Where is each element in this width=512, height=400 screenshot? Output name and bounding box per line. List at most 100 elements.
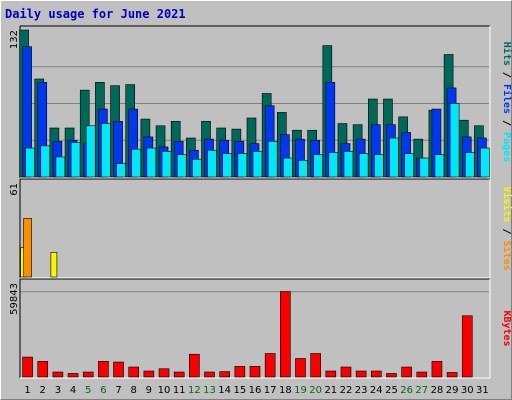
kbytes-bar [234, 366, 246, 378]
hits-files-pages-axis-label: Hits / Files / Pages [501, 42, 512, 162]
kbytes-bar [82, 371, 94, 378]
pages-bar [373, 154, 384, 178]
kbytes-bar [310, 353, 321, 378]
kbytes-bar [370, 370, 382, 378]
kbytes-max-label: 59843 [9, 283, 20, 315]
day-label-1: 1 [24, 385, 30, 396]
day-label-10: 10 [158, 385, 171, 396]
day-label-18: 18 [279, 385, 292, 396]
pages-bar [404, 153, 414, 178]
day-label-5: 5 [85, 385, 91, 396]
pages-bar [207, 149, 217, 178]
pages-bar [85, 125, 96, 178]
day-label-26: 26 [400, 385, 413, 396]
pages-bar [267, 141, 278, 178]
pages-bar [313, 154, 323, 178]
visits-sites-plot-area [20, 179, 490, 278]
pages-bar [283, 157, 293, 178]
axis-label-part: Visits [501, 186, 512, 222]
pages-bar [161, 151, 172, 178]
axis-label-part: / [501, 66, 512, 84]
kbytes-bar [113, 361, 124, 378]
kbytes-axis-label: KBytes [501, 310, 512, 346]
day-label-9: 9 [146, 385, 152, 396]
pages-bar [252, 151, 263, 178]
pages-bar [222, 153, 232, 178]
pages-bar [55, 156, 66, 178]
day-label-20: 20 [309, 385, 322, 396]
hits-files-pages-max-label: 132 [9, 30, 20, 49]
kbytes-bar [431, 361, 443, 378]
pages-bar [328, 152, 339, 178]
day-label-2: 2 [40, 385, 46, 396]
pages-bar [237, 153, 248, 178]
visits-sites-panel: 61 Visits / Sites [9, 178, 512, 279]
pages-bar [192, 158, 202, 178]
kbytes-bar [249, 366, 261, 378]
visits-bar [50, 252, 58, 278]
day-label-16: 16 [249, 385, 262, 396]
day-label-19: 19 [294, 385, 307, 396]
pages-bar [40, 145, 51, 178]
day-label-25: 25 [385, 385, 398, 396]
pages-bar [343, 151, 354, 178]
kbytes-bar [22, 356, 33, 378]
kbytes-bar [173, 371, 185, 378]
day-label-30: 30 [461, 385, 474, 396]
axis-label-part: / [501, 222, 512, 240]
day-label-22: 22 [340, 385, 353, 396]
day-label-31: 31 [476, 385, 489, 396]
day-label-24: 24 [370, 385, 383, 396]
pages-bar [70, 142, 81, 178]
kbytes-bar [52, 371, 64, 378]
kbytes-bar [189, 353, 200, 378]
kbytes-bar [401, 366, 412, 378]
axis-label-part: Pages [501, 132, 512, 162]
day-label-14: 14 [218, 385, 231, 396]
kbytes-bar [37, 361, 49, 378]
day-label-13: 13 [203, 385, 216, 396]
kbytes-bar [386, 373, 397, 378]
pages-bar [434, 154, 445, 178]
pages-bar [25, 147, 35, 178]
day-label-27: 27 [415, 385, 428, 396]
kbytes-bar [264, 353, 276, 378]
pages-bar [101, 123, 111, 178]
kbytes-bar [67, 373, 79, 378]
pages-bar [131, 148, 142, 178]
visits-sites-axis-label: Visits / Sites [501, 186, 512, 270]
kbytes-bar [98, 361, 109, 378]
day-label-3: 3 [55, 385, 61, 396]
day-label-12: 12 [188, 385, 201, 396]
day-label-11: 11 [173, 385, 186, 396]
axis-label-part: Hits [501, 42, 512, 66]
day-label-4: 4 [70, 385, 76, 396]
visits-sites-max-label: 61 [9, 183, 20, 196]
kbytes-bar [204, 371, 215, 378]
hits-files-pages-panel: 132 Hits / Files / Pages [9, 25, 512, 179]
kbytes-bar [416, 371, 428, 378]
kbytes-plot-area [20, 279, 490, 378]
pages-bar [116, 163, 126, 178]
pages-bar [389, 137, 399, 178]
day-label-17: 17 [264, 385, 277, 396]
kbytes-bar [128, 366, 140, 378]
kbytes-bar [158, 368, 170, 378]
kbytes-bar [340, 366, 352, 378]
sites-bar [23, 218, 32, 278]
kbytes-panel: 59843 KBytes [9, 278, 512, 379]
axis-label-part: Files [501, 84, 512, 114]
day-label-28: 28 [431, 385, 444, 396]
kbytes-bar [295, 358, 306, 378]
kbytes-bar [325, 370, 337, 378]
day-label-15: 15 [233, 385, 246, 396]
chart-title: Daily usage for June 2021 [5, 7, 186, 21]
kbytes-bar [461, 315, 473, 378]
day-label-8: 8 [131, 385, 137, 396]
pages-bar [298, 159, 308, 178]
kbytes-bar [143, 370, 155, 378]
day-label-23: 23 [355, 385, 368, 396]
pages-bar [146, 147, 157, 178]
day-label-6: 6 [100, 385, 106, 396]
